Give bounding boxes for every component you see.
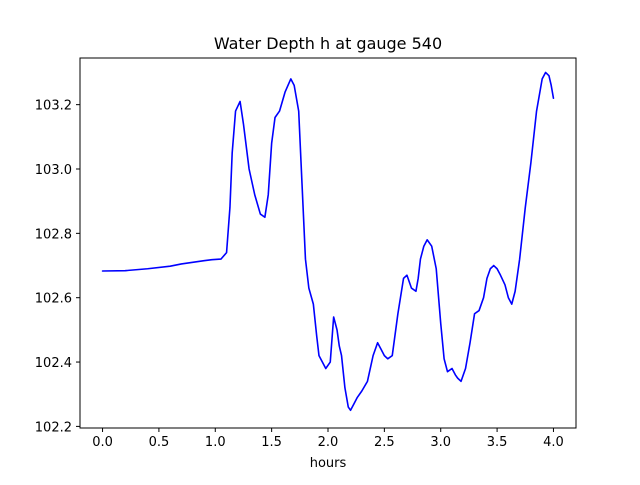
series-line-0 xyxy=(101,71,555,412)
y-tick-label: 102.8 xyxy=(35,227,72,242)
y-tick-label: 103.2 xyxy=(35,99,72,114)
plot-area: 0.0 0.5 1.0 1.5 2.0 2.5 3.0 3.5 4.0 102.2 102.4 102… xyxy=(35,57,577,450)
x-tick-label: 1.5 xyxy=(261,435,282,450)
x-tick-label: 0.5 xyxy=(149,435,170,450)
x-tick-label: 3.0 xyxy=(430,435,451,450)
y-tick-label: 103.0 xyxy=(35,163,72,178)
chart-title: Water Depth h at gauge 540 xyxy=(214,34,442,53)
y-tick-label: 102.4 xyxy=(35,356,72,371)
y-tick-label: 102.6 xyxy=(35,292,72,307)
x-tick-label: 0.0 xyxy=(92,435,113,450)
x-tick-label: 1.0 xyxy=(205,435,226,450)
x-tick-label: 3.5 xyxy=(487,435,508,450)
x-tick-label: 4.0 xyxy=(543,435,564,450)
x-tick-label: 2.5 xyxy=(374,435,395,450)
y-tick-label: 102.2 xyxy=(35,420,72,435)
x-tick-label: 2.0 xyxy=(318,435,339,450)
x-axis-title: hours xyxy=(310,456,347,471)
